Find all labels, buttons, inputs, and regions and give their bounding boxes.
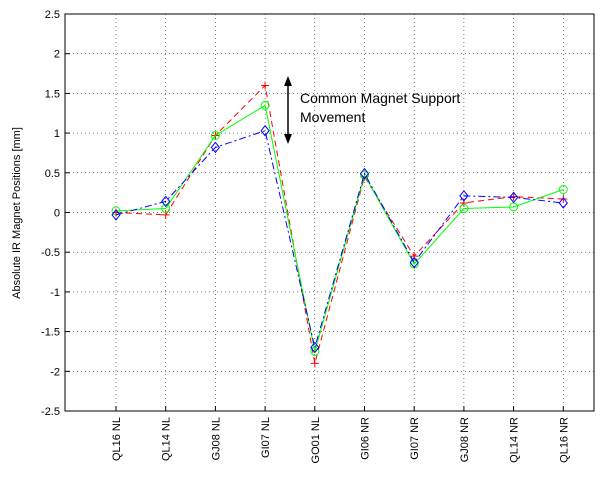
x-tick-label: GI07 NR [409,417,421,460]
x-tick-label: GI06 NR [360,417,372,460]
marker [111,209,121,221]
x-tick-label: GJ08 NR [459,417,471,462]
y-tick-label: -1.5 [41,327,60,339]
marker [310,341,320,354]
x-tick-label: GO01 NL [310,417,322,463]
y-axis-label: Absolute IR Magnet Positions [mm] [11,127,23,299]
arrow-head [284,134,292,144]
marker [161,204,171,214]
x-tick-label: QL14 NL [161,417,173,461]
series-line [115,130,564,348]
y-tick-label: -2.5 [41,406,60,418]
y-tick-label: 0.5 [45,168,60,180]
x-tick-label: QL16 NR [558,417,570,463]
marker [210,130,220,140]
annotation: Movement [300,109,365,125]
marker [210,141,221,154]
marker [558,197,568,209]
y-tick-label: 1 [54,128,60,140]
plot-frame [64,13,595,412]
marker [509,192,518,201]
marker [459,204,469,214]
marker [508,191,519,204]
series-line [115,84,564,364]
marker [359,167,370,180]
x-tick-label: QL16 NL [111,417,123,461]
annotation: Common Magnet Support [300,90,460,106]
y-tick-label: 2.5 [45,9,60,21]
y-tick-label: -1 [50,287,60,299]
marker [161,195,171,208]
marker [310,346,320,356]
marker [260,100,270,110]
annotation-arrow [284,76,292,144]
y-tick-label: 0 [54,208,60,220]
marker [410,252,419,261]
y-tick-label: -2 [50,366,60,378]
arrow-head [284,76,292,86]
marker [558,184,568,194]
x-tick-label: GJ08 NL [210,417,222,460]
y-tick-label: -0.5 [41,247,60,259]
marker [111,206,121,216]
y-tick-label: 2 [54,49,60,61]
marker [261,81,270,90]
x-tick-label: GI07 NL [260,417,272,458]
series-line [115,104,564,352]
y-tick-label: 1.5 [45,88,60,100]
marker [459,190,469,202]
marker [409,256,419,269]
marker [310,359,319,368]
x-tick-label: QL14 NR [509,417,521,463]
marker [260,124,270,137]
marker [559,195,568,204]
